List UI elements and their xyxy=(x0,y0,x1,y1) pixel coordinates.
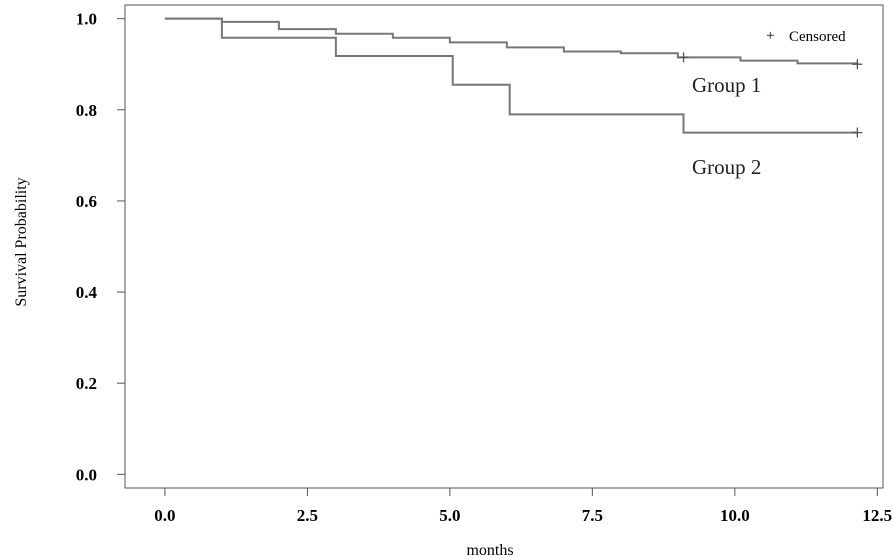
x-tick-label: 7.5 xyxy=(582,506,603,525)
series-line-group-1 xyxy=(164,17,859,65)
y-tick-label: 0.0 xyxy=(76,465,97,484)
legend-marker: + xyxy=(766,28,774,44)
plot-frame xyxy=(124,4,884,489)
y-tick-label: 0.4 xyxy=(76,283,98,302)
y-tick-label: 0.2 xyxy=(76,374,97,393)
x-axis: 0.0 2.5 5.0 7.5 10.0 12.5 xyxy=(154,488,892,525)
series-label-group-2: Group 2 xyxy=(692,155,761,179)
y-tick-label: 1.0 xyxy=(76,10,97,29)
censor-mark xyxy=(852,59,863,70)
y-tick-label: 0.8 xyxy=(76,101,97,120)
censor-mark xyxy=(678,52,689,63)
x-tick-label: 12.5 xyxy=(862,506,892,525)
y-axis-title: Survival Probability xyxy=(13,177,30,306)
y-axis: 0.0 0.2 0.4 0.6 0.8 1.0 xyxy=(76,10,125,484)
y-tick-label: 0.6 xyxy=(76,192,97,211)
series-label-group-1: Group 1 xyxy=(692,73,761,97)
legend-label: Censored xyxy=(789,29,846,45)
legend: + Censored xyxy=(766,28,846,45)
censor-mark xyxy=(852,127,863,138)
series-layer xyxy=(164,17,863,138)
x-tick-label: 10.0 xyxy=(720,506,750,525)
x-axis-title: months xyxy=(466,542,513,559)
series-line-group-2 xyxy=(164,17,858,134)
x-tick-label: 5.0 xyxy=(439,506,460,525)
x-tick-label: 2.5 xyxy=(297,506,318,525)
x-tick-label: 0.0 xyxy=(154,506,175,525)
